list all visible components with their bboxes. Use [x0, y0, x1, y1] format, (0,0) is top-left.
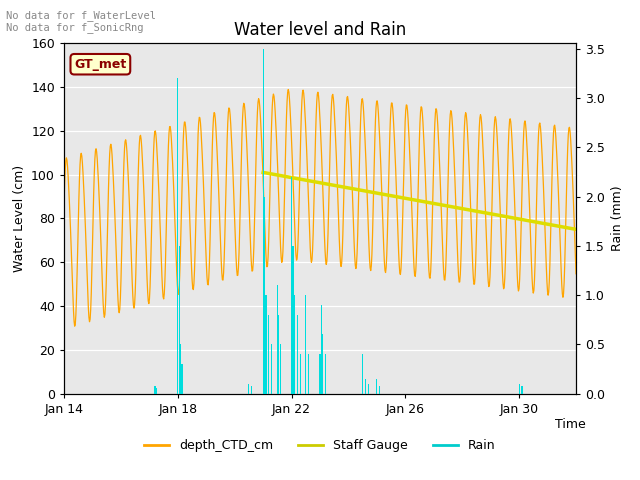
Bar	[368, 384, 369, 394]
Legend: depth_CTD_cm, Staff Gauge, Rain: depth_CTD_cm, Staff Gauge, Rain	[140, 434, 500, 457]
Title: Water level and Rain: Water level and Rain	[234, 21, 406, 39]
Bar	[251, 386, 252, 394]
Bar	[278, 315, 279, 394]
Bar	[177, 78, 179, 394]
Bar	[156, 388, 157, 394]
Bar	[292, 246, 294, 394]
Bar	[280, 344, 281, 394]
Bar	[300, 354, 301, 394]
Bar	[248, 384, 250, 394]
Bar	[291, 177, 292, 394]
Bar	[319, 354, 321, 394]
Bar	[262, 48, 264, 394]
Bar	[179, 246, 180, 394]
Bar	[308, 354, 309, 394]
Bar	[365, 379, 366, 394]
Y-axis label: Rain (mm): Rain (mm)	[611, 186, 623, 251]
Bar	[325, 354, 326, 394]
Bar	[294, 295, 295, 394]
Bar	[362, 354, 364, 394]
Bar	[321, 305, 322, 394]
Bar	[276, 285, 278, 394]
Bar	[154, 386, 156, 394]
Bar	[379, 386, 380, 394]
Bar	[376, 379, 378, 394]
Bar	[271, 344, 272, 394]
Bar	[180, 344, 181, 394]
Y-axis label: Water Level (cm): Water Level (cm)	[13, 165, 26, 272]
Bar	[305, 295, 307, 394]
Bar	[268, 315, 269, 394]
Bar	[264, 196, 265, 394]
Text: No data for f_WaterLevel
No data for f_SonicRng: No data for f_WaterLevel No data for f_S…	[6, 10, 156, 33]
X-axis label: Time: Time	[556, 418, 586, 431]
Bar	[518, 384, 520, 394]
Text: GT_met: GT_met	[74, 58, 127, 71]
Bar	[297, 315, 298, 394]
